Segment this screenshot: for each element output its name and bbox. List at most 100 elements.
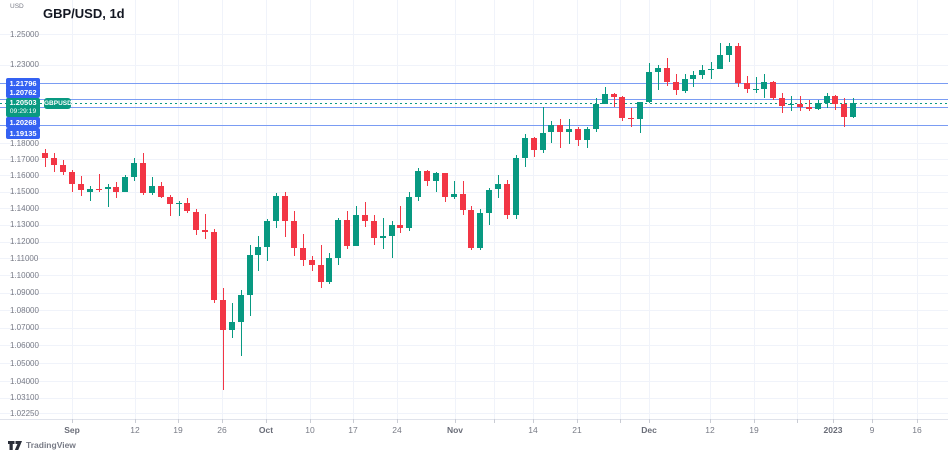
candle-up[interactable] (495, 184, 501, 190)
candle-wick-down[interactable] (205, 213, 206, 240)
series-symbol-label[interactable]: GBPUSD (44, 97, 72, 109)
candle-wick-up[interactable] (791, 95, 792, 111)
candle-down[interactable] (78, 184, 84, 190)
candle-up[interactable] (566, 128, 572, 133)
candle-down[interactable] (96, 188, 102, 190)
candle-down[interactable] (397, 224, 403, 228)
candle-up[interactable] (415, 171, 421, 197)
candle-down[interactable] (309, 259, 315, 266)
candle-down[interactable] (291, 220, 297, 248)
candle-wick-down[interactable] (400, 206, 401, 233)
candle-up[interactable] (548, 125, 554, 133)
candle-down[interactable] (832, 96, 838, 104)
candle-down[interactable] (504, 184, 510, 215)
candle-down[interactable] (735, 45, 741, 84)
candle-wick-up[interactable] (392, 221, 393, 259)
candle-wick-up[interactable] (232, 303, 233, 339)
level-price-label[interactable]: 1.20268 (6, 117, 40, 129)
candle-down[interactable] (318, 265, 324, 282)
candle-up[interactable] (389, 224, 395, 236)
candle-down[interactable] (167, 196, 173, 205)
candle-wick-down[interactable] (809, 99, 810, 112)
candle-down[interactable] (282, 196, 288, 221)
candle-up[interactable] (255, 247, 261, 256)
candle-up[interactable] (522, 138, 528, 159)
candle-wick-down[interactable] (170, 195, 171, 217)
candle-up[interactable] (682, 79, 688, 91)
candle-up[interactable] (433, 172, 439, 181)
candle-down[interactable] (211, 232, 217, 301)
candle-up[interactable] (451, 194, 457, 197)
candle-up[interactable] (708, 68, 714, 71)
candle-up[interactable] (753, 88, 759, 90)
candle-up[interactable] (264, 220, 270, 248)
candle-up[interactable] (486, 189, 492, 213)
price-unit-label[interactable]: USD (10, 3, 24, 10)
candle-wick-up[interactable] (658, 64, 659, 91)
candle-up[interactable] (824, 96, 830, 103)
candle-up[interactable] (788, 104, 794, 106)
candle-down[interactable] (797, 104, 803, 108)
candle-up[interactable] (326, 258, 332, 282)
candle-up[interactable] (699, 70, 705, 75)
candle-up[interactable] (122, 177, 128, 192)
symbol-title[interactable]: GBP/USD, 1d (43, 6, 125, 21)
candle-up[interactable] (380, 235, 386, 238)
candle-down[interactable] (611, 93, 617, 97)
candle-down[interactable] (184, 203, 190, 212)
candle-up[interactable] (238, 294, 244, 322)
candle-up[interactable] (815, 103, 821, 109)
candle-wick-down[interactable] (365, 201, 366, 227)
candle-up[interactable] (176, 203, 182, 205)
candle-up[interactable] (131, 162, 137, 178)
candle-down[interactable] (557, 125, 563, 133)
candle-up[interactable] (726, 45, 732, 55)
candle-up[interactable] (149, 185, 155, 194)
candle-down[interactable] (460, 194, 466, 210)
horizontal-level-line[interactable] (0, 125, 948, 126)
candle-down[interactable] (113, 187, 119, 192)
candle-down[interactable] (60, 165, 66, 172)
candle-wick-down[interactable] (223, 287, 224, 391)
candle-wick-up[interactable] (454, 181, 455, 199)
candle-up[interactable] (593, 103, 599, 129)
level-price-label[interactable]: 1.19135 (6, 128, 40, 140)
candle-down[interactable] (841, 103, 847, 117)
candle-down[interactable] (442, 172, 448, 197)
candle-up[interactable] (513, 158, 519, 216)
candle-down[interactable] (806, 107, 812, 109)
candle-down[interactable] (69, 171, 75, 185)
candle-up[interactable] (602, 93, 608, 104)
candle-up[interactable] (717, 54, 723, 69)
candle-up[interactable] (850, 103, 856, 117)
candle-wick-up[interactable] (436, 172, 437, 193)
candle-down[interactable] (202, 229, 208, 233)
candle-up[interactable] (353, 214, 359, 246)
candle-wick-down[interactable] (99, 173, 100, 193)
candle-down[interactable] (42, 153, 48, 159)
candle-up[interactable] (105, 187, 111, 190)
candle-up[interactable] (540, 132, 546, 150)
level-price-label[interactable]: 1.21796 (6, 77, 40, 89)
candle-down[interactable] (770, 82, 776, 98)
horizontal-level-line[interactable] (0, 107, 948, 109)
candle-down[interactable] (300, 247, 306, 260)
candle-up[interactable] (637, 102, 643, 119)
candle-wick-up[interactable] (383, 218, 384, 249)
candle-down[interactable] (744, 83, 750, 90)
candle-down[interactable] (158, 185, 164, 197)
candle-up[interactable] (335, 220, 341, 259)
candle-wick-down[interactable] (614, 92, 615, 108)
candle-down[interactable] (51, 158, 57, 166)
candle-up[interactable] (584, 129, 590, 140)
candle-down[interactable] (628, 117, 634, 119)
candle-down[interactable] (424, 171, 430, 181)
candle-up[interactable] (690, 74, 696, 80)
candle-up[interactable] (761, 82, 767, 89)
candle-up[interactable] (87, 188, 93, 192)
candle-down[interactable] (344, 220, 350, 246)
candle-up[interactable] (655, 67, 661, 73)
candle-down[interactable] (193, 211, 199, 230)
candle-up[interactable] (477, 212, 483, 249)
candle-wick-up[interactable] (108, 183, 109, 208)
